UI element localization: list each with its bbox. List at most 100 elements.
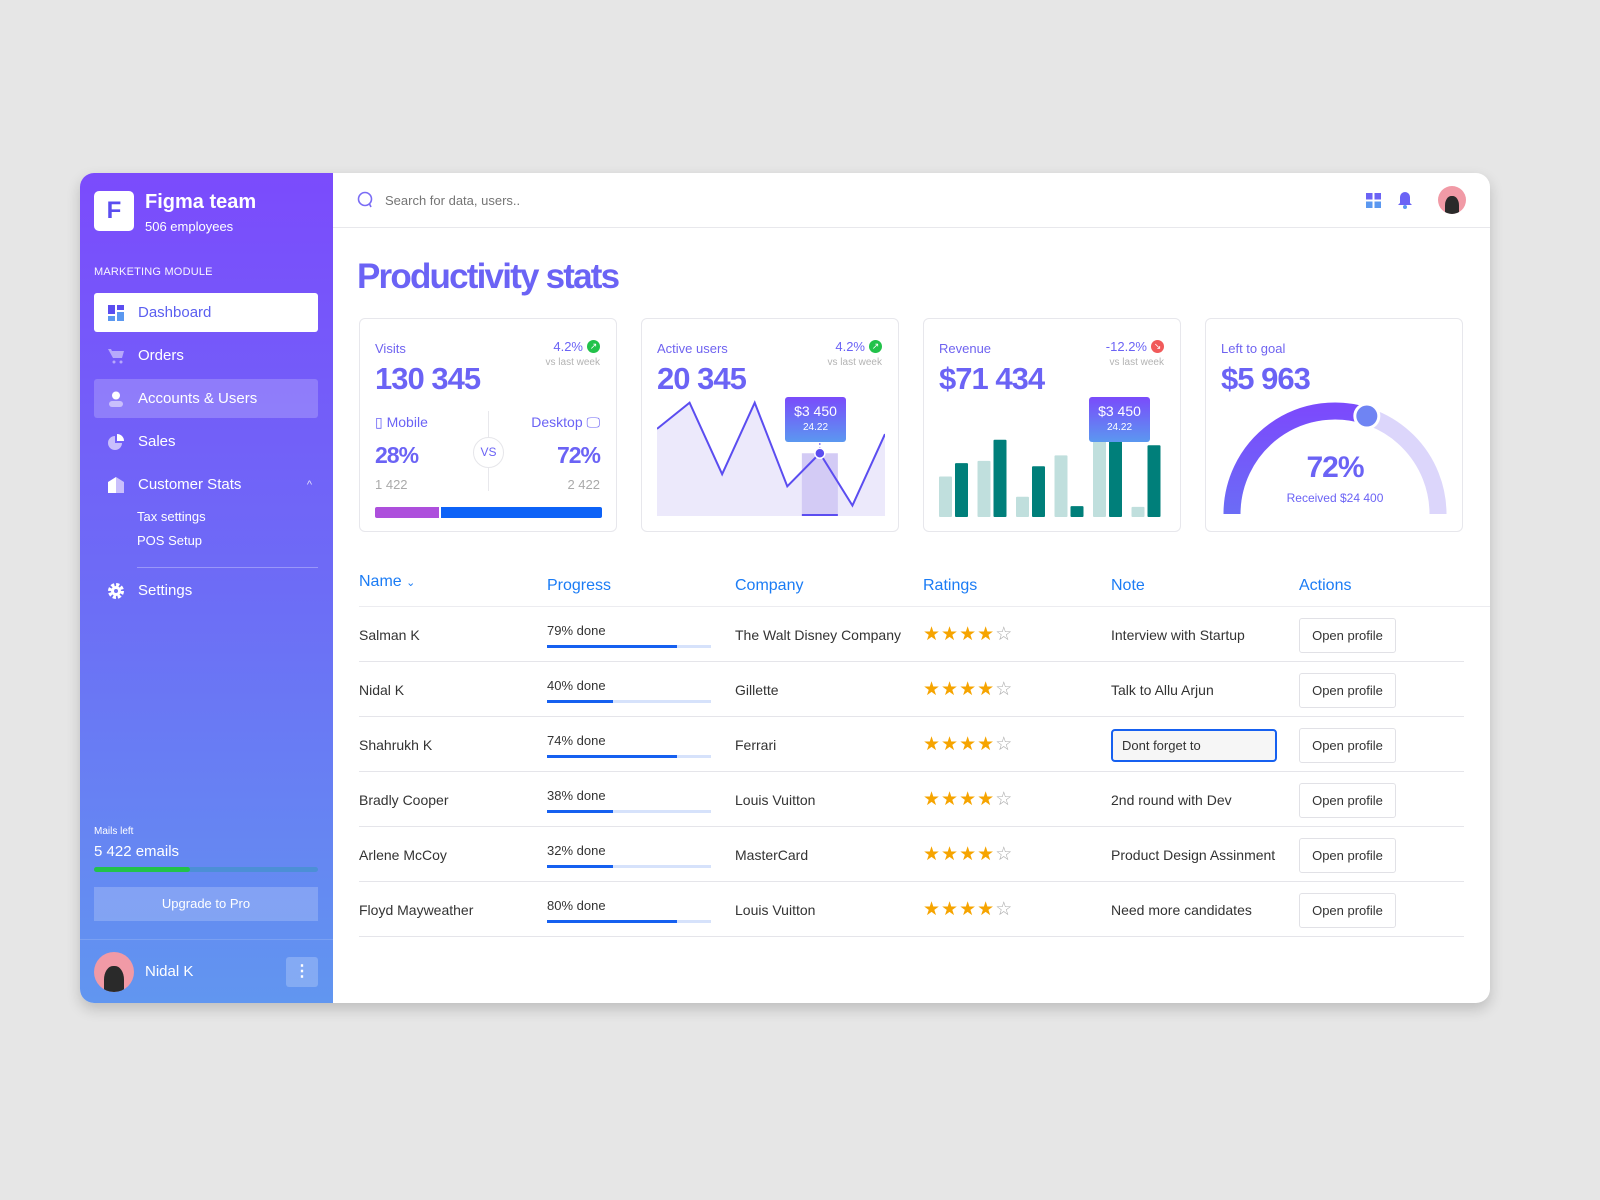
comparison-label: vs last week <box>545 357 600 368</box>
open-profile-button[interactable]: Open profile <box>1299 618 1396 653</box>
arrow-down-right-icon: ↘ <box>1151 340 1164 353</box>
progress-bar <box>547 810 711 813</box>
grid-icon[interactable] <box>1366 193 1381 208</box>
app-window: F Figma team 506 employees MARKETING MOD… <box>80 173 1490 1003</box>
note-input[interactable] <box>1111 729 1277 762</box>
search-input[interactable] <box>385 192 685 208</box>
rating-stars[interactable]: ★★★★☆ <box>923 843 1013 866</box>
page-title: Productivity stats <box>357 257 620 296</box>
card-value: 20 345 <box>657 361 747 396</box>
progress-label: 40% done <box>547 678 606 693</box>
arrow-up-right-icon: ↗ <box>587 340 600 353</box>
revenue-bar-chart <box>939 439 1161 517</box>
revenue-bar <box>955 463 968 517</box>
column-header-progress[interactable]: Progress <box>547 577 612 594</box>
chart-tooltip: $3 450 24.22 <box>785 397 846 442</box>
column-header-ratings[interactable]: Ratings <box>923 577 978 594</box>
more-options-button[interactable]: ⋮ <box>286 957 318 987</box>
data-point <box>814 447 826 460</box>
row-name: Salman K <box>359 627 420 643</box>
column-header-actions[interactable]: Actions <box>1299 577 1352 594</box>
star-filled-icon: ★ <box>977 734 996 755</box>
revenue-bar <box>1070 506 1084 517</box>
star-filled-icon: ★ <box>977 789 996 810</box>
star-filled-icon: ★ <box>923 624 942 645</box>
table-row: Arlene McCoy 32% done MasterCard ★★★★☆ P… <box>359 827 1464 882</box>
progress-label: 79% done <box>547 623 606 638</box>
open-profile-button[interactable]: Open profile <box>1299 838 1396 873</box>
star-filled-icon: ★ <box>959 734 978 755</box>
chevron-up-icon[interactable]: ^ <box>306 478 312 491</box>
upgrade-button[interactable]: Upgrade to Pro <box>94 887 318 921</box>
note-text: Interview with Startup <box>1111 627 1245 643</box>
open-profile-button[interactable]: Open profile <box>1299 673 1396 708</box>
card-label: Active users <box>657 341 728 356</box>
sidebar-item-label: Settings <box>138 582 193 599</box>
star-empty-icon: ☆ <box>995 679 1014 700</box>
company: Louis Vuitton <box>735 792 816 808</box>
star-filled-icon: ★ <box>959 624 978 645</box>
progress-fill <box>547 920 677 923</box>
highlight-area <box>801 453 838 516</box>
sidebar-subitem-pos-setup[interactable]: POS Setup <box>137 533 203 548</box>
column-header-note[interactable]: Note <box>1111 577 1145 594</box>
bell-icon[interactable] <box>1397 191 1413 209</box>
rating-stars[interactable]: ★★★★☆ <box>923 733 1013 756</box>
sidebar-item-label: Dashboard <box>138 304 212 321</box>
line-area <box>657 402 885 516</box>
sidebar-item-sales[interactable]: Sales <box>94 422 318 461</box>
column-header-name[interactable]: Name ⌄ <box>359 573 416 590</box>
star-empty-icon: ☆ <box>995 844 1014 865</box>
module-label: MARKETING MODULE <box>94 266 213 278</box>
open-profile-button[interactable]: Open profile <box>1299 728 1396 763</box>
visits-card: Visits 130 345 4.2% ↗ vs last week ▯ Mobi… <box>359 318 617 532</box>
sidebar-item-accounts-users[interactable]: Accounts & Users <box>94 379 318 418</box>
rating-stars[interactable]: ★★★★☆ <box>923 788 1013 811</box>
company: Louis Vuitton <box>735 902 816 918</box>
progress-label: 74% done <box>547 733 606 748</box>
revenue-bar <box>1131 506 1145 517</box>
star-filled-icon: ★ <box>923 844 942 865</box>
sidebar-item-settings[interactable]: Settings <box>94 571 318 610</box>
star-filled-icon: ★ <box>941 679 960 700</box>
open-profile-button[interactable]: Open profile <box>1299 893 1396 928</box>
sidebar-item-label: Accounts & Users <box>138 390 258 407</box>
column-header-company[interactable]: Company <box>735 577 804 594</box>
gear-icon <box>108 582 124 599</box>
card-label: Visits <box>375 341 406 356</box>
user-avatar[interactable] <box>94 952 134 992</box>
open-profile-button[interactable]: Open profile <box>1299 783 1396 818</box>
rating-stars[interactable]: ★★★★☆ <box>923 678 1013 701</box>
star-filled-icon: ★ <box>941 789 960 810</box>
sidebar-item-dashboard[interactable]: Dashboard <box>94 293 318 332</box>
sidebar-subitem-tax-settings[interactable]: Tax settings <box>137 509 206 524</box>
rating-stars[interactable]: ★★★★☆ <box>923 898 1013 921</box>
company: The Walt Disney Company <box>735 627 901 643</box>
sidebar-item-orders[interactable]: Orders <box>94 336 318 375</box>
card-label: Left to goal <box>1221 341 1286 356</box>
desktop-count: 2 422 <box>567 477 600 492</box>
star-filled-icon: ★ <box>923 789 942 810</box>
monitor-icon: 🖵 <box>586 414 601 430</box>
progress-label: 32% done <box>547 843 606 858</box>
revenue-bar <box>993 439 1007 517</box>
mails-progress-bar <box>94 867 318 872</box>
highlight-base <box>801 514 838 516</box>
profile-avatar[interactable] <box>1438 186 1466 214</box>
comparison-label: vs last week <box>827 357 882 368</box>
note-text: Talk to Allu Arjun <box>1111 682 1214 698</box>
rating-stars[interactable]: ★★★★☆ <box>923 623 1013 646</box>
card-label: Revenue <box>939 341 992 356</box>
card-value: 130 345 <box>375 361 481 396</box>
row-name: Shahrukh K <box>359 737 433 753</box>
table-row: Floyd Mayweather 80% done Louis Vuitton … <box>359 882 1464 937</box>
revenue-card: Revenue $71 434 -12.2% ↘ vs last week $3 … <box>923 318 1181 532</box>
progress-label: 38% done <box>547 788 606 803</box>
revenue-bar <box>1054 455 1068 517</box>
star-empty-icon: ☆ <box>995 624 1014 645</box>
employee-count: 506 employees <box>145 219 234 234</box>
search-bar[interactable] <box>357 191 685 209</box>
star-filled-icon: ★ <box>977 844 996 865</box>
sidebar-item-customer-stats[interactable]: Customer Stats ^ <box>94 465 318 504</box>
star-empty-icon: ☆ <box>995 899 1014 920</box>
